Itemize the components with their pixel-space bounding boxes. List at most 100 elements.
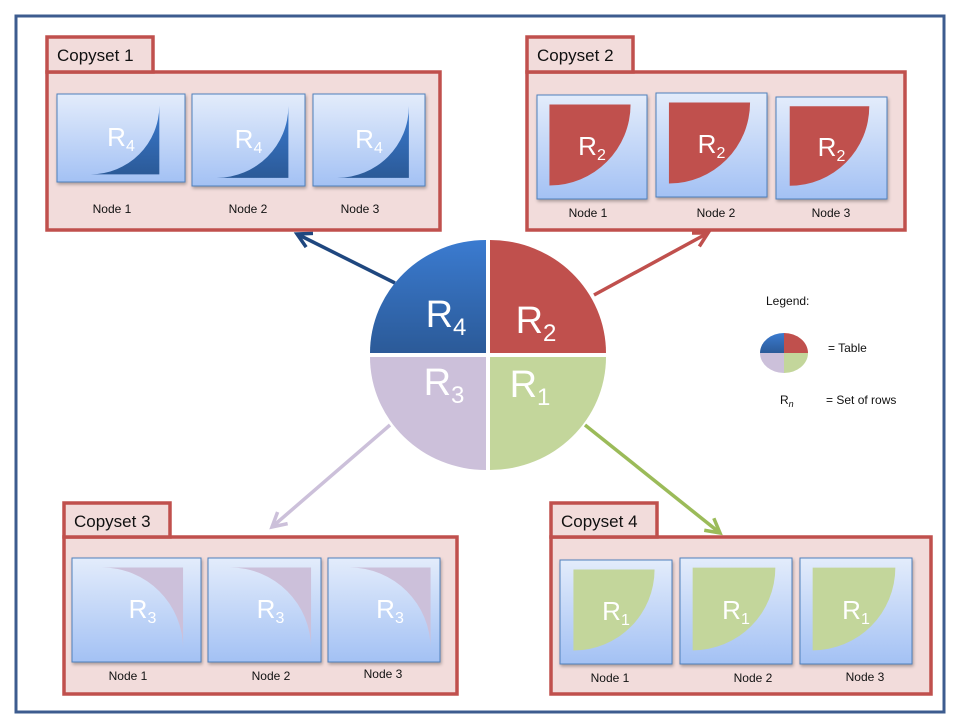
row-set-label-base: R — [376, 594, 395, 624]
table-segment-label-r3: R3 — [424, 362, 465, 409]
table-segment-label-r1-sub: 1 — [537, 384, 550, 411]
copyset-title: Copyset 3 — [74, 512, 151, 531]
row-set-label-sub: 2 — [597, 147, 606, 164]
row-set-label: R3 — [129, 594, 157, 627]
node-label: Node 3 — [846, 670, 885, 684]
arrow-r2 — [593, 231, 712, 297]
copyset-tab — [45, 35, 155, 74]
copyset-title: Copyset 1 — [57, 46, 134, 65]
copyset-title: Copyset 4 — [561, 512, 638, 531]
table-segment-label-r3-sub: 3 — [451, 382, 464, 409]
node-label: Node 1 — [569, 206, 608, 220]
arrow-r1 — [583, 423, 723, 536]
node-label: Node 1 — [591, 671, 630, 685]
row-set-label: R3 — [376, 594, 404, 627]
node-3: R4 Node 3 — [312, 93, 426, 216]
row-set-label-base: R — [257, 594, 276, 624]
table-segment-r3 — [370, 357, 486, 470]
node-2: R1 Node 2 — [679, 557, 793, 685]
row-set-label: R4 — [235, 124, 263, 157]
table-segment-label-r4: R4 — [426, 294, 467, 341]
legend-segment-r4 — [760, 333, 784, 353]
node-label: Node 2 — [697, 206, 736, 220]
table-segment-label-r2-base: R — [516, 300, 543, 342]
row-set-shape — [349, 567, 431, 649]
table-segment-label-r4-base: R — [426, 294, 453, 336]
row-set-label: R2 — [578, 131, 606, 164]
row-set-label: R4 — [355, 124, 383, 157]
node-label: Node 3 — [812, 206, 851, 220]
row-set-label-sub: 2 — [716, 145, 725, 162]
table-segment-label-r1-base: R — [510, 364, 537, 406]
legend-rows-symbol: Rn — [780, 393, 794, 409]
node-label: Node 2 — [252, 669, 291, 683]
node-1: R4 Node 1 — [56, 93, 186, 216]
legend-segment-r1 — [784, 353, 808, 373]
row-set-label-sub: 1 — [741, 611, 750, 628]
legend-rows-symbol-base: R — [780, 393, 789, 407]
row-set-shape — [90, 105, 160, 175]
row-set-label-sub: 3 — [147, 610, 156, 627]
row-set-label-base: R — [235, 124, 254, 154]
arrow-r3 — [269, 423, 392, 530]
row-set-label: R1 — [842, 595, 870, 628]
legend-segment-r3 — [760, 353, 784, 373]
row-set-shape — [692, 567, 776, 651]
copyset-tab — [62, 501, 172, 539]
row-set-label-sub: 1 — [621, 612, 630, 629]
row-set-label-base: R — [698, 129, 717, 159]
arrows — [269, 231, 723, 536]
table-segment-label-r2: R2 — [516, 300, 557, 347]
row-set-label-base: R — [818, 132, 837, 162]
row-set-label-base: R — [355, 124, 374, 154]
legend-rows-symbol-sub: n — [789, 399, 794, 409]
row-set-shape — [812, 567, 896, 651]
table-segment-r1 — [490, 357, 606, 470]
legend-title: Legend: — [766, 294, 809, 308]
node-1: R2 Node 1 — [536, 94, 648, 220]
row-set-label-base: R — [107, 122, 126, 152]
row-set-shape — [549, 104, 631, 186]
row-set-label-base: R — [842, 595, 861, 625]
row-set-label-base: R — [129, 594, 148, 624]
copyset-title: Copyset 2 — [537, 46, 614, 65]
row-set-shape — [101, 567, 184, 649]
copyset-tab — [525, 35, 635, 74]
node-label: Node 1 — [93, 202, 132, 216]
row-set-label-base: R — [722, 595, 741, 625]
row-set-label-sub: 4 — [253, 140, 262, 157]
row-set-label-base: R — [578, 131, 597, 161]
copyset-tab — [549, 501, 659, 539]
row-set-label: R3 — [257, 594, 285, 627]
node-label: Node 3 — [341, 202, 380, 216]
row-set-label-sub: 3 — [275, 610, 284, 627]
row-set-shape — [337, 106, 409, 178]
table-segment-r4 — [370, 240, 486, 353]
arrow-r4 — [293, 231, 396, 285]
legend-segment-r2 — [784, 333, 808, 353]
legend-table-icon — [760, 333, 808, 373]
node-3: R3 Node 3 — [327, 557, 441, 681]
node-label: Node 1 — [109, 669, 148, 683]
row-set-label-sub: 2 — [836, 148, 845, 165]
legend-rows-label: = Set of rows — [826, 393, 896, 407]
row-set-label-sub: 4 — [126, 138, 135, 155]
node-1: R3 Node 1 — [71, 557, 202, 683]
row-set-label-sub: 1 — [861, 611, 870, 628]
node-2: R4 Node 2 — [191, 93, 306, 216]
table-segment-label-r2-sub: 2 — [543, 320, 556, 347]
row-set-label: R1 — [602, 596, 630, 629]
row-set-label-base: R — [602, 596, 621, 626]
row-set-label: R4 — [107, 122, 135, 155]
row-set-shape — [573, 569, 655, 651]
row-set-shape — [216, 106, 289, 178]
legend-table-label: = Table — [828, 341, 867, 355]
table-segment-label-r4-sub: 4 — [453, 314, 466, 341]
table-segment-r2 — [490, 240, 606, 353]
